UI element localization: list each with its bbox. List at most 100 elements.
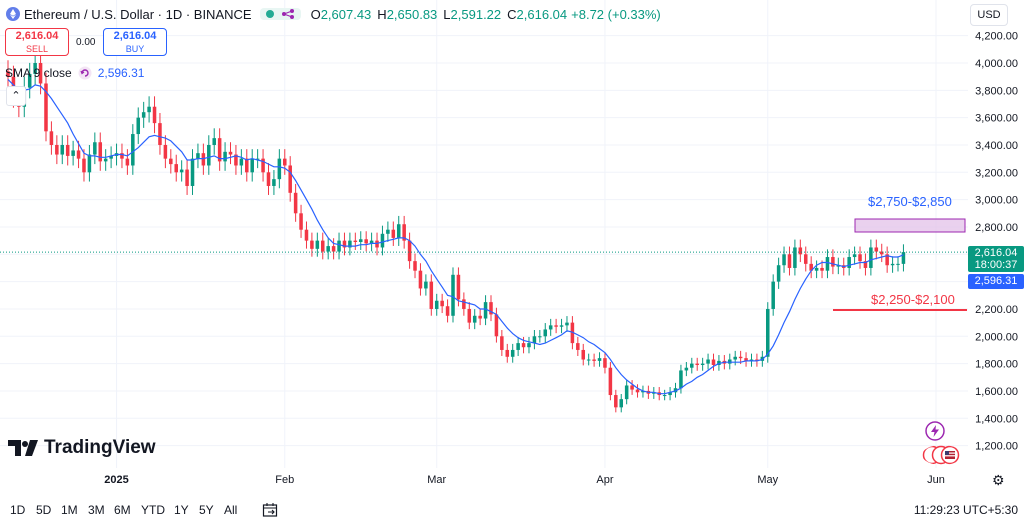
sma-value: 2,596.31	[97, 66, 145, 80]
candle-body	[185, 169, 189, 186]
candle-body	[825, 257, 830, 271]
goto-date-icon[interactable]	[262, 502, 278, 518]
candle-body	[76, 150, 81, 159]
collapse-legend-button[interactable]: ⌃	[6, 86, 26, 106]
candle-body	[391, 229, 396, 238]
candle-body	[662, 395, 667, 397]
candle-body	[158, 123, 162, 145]
candle-body	[559, 325, 564, 327]
economic-events-icon[interactable]	[922, 445, 962, 465]
low-value: 2,591.22	[450, 6, 502, 22]
candle-body	[809, 263, 813, 271]
candle-body	[489, 302, 493, 315]
candles	[6, 51, 906, 413]
bar-countdown: 18:00:37	[974, 259, 1018, 271]
range-ytd-button[interactable]: YTD	[141, 503, 165, 517]
open-value: 2,607.43	[320, 6, 372, 22]
chevron-up-icon: ⌃	[11, 90, 21, 102]
range-all-button[interactable]: All	[224, 503, 238, 517]
candle-body	[776, 265, 781, 282]
candle-body	[652, 392, 656, 394]
candle-body	[364, 239, 368, 244]
time-display[interactable]: 11:29:23 UTC+5:30	[913, 503, 1018, 517]
candle-body	[679, 370, 683, 389]
candle-body	[6, 71, 10, 77]
range-1m-button[interactable]: 1M	[61, 503, 78, 517]
candle-body	[380, 233, 385, 248]
last-price-value: 2,616.04	[974, 247, 1018, 259]
candle-body	[163, 144, 168, 159]
candle-body	[212, 138, 216, 145]
candle-body	[462, 299, 466, 309]
price-zones	[833, 218, 967, 311]
candle-body	[766, 308, 770, 357]
candle-body	[641, 390, 645, 393]
indicator-status[interactable]	[259, 8, 301, 20]
candle-body	[407, 240, 412, 262]
support-zone-label: $2,250-$2,100	[871, 292, 955, 307]
candle-body	[619, 399, 624, 408]
y-tick-label: 2,000.00	[975, 331, 1018, 343]
y-tick-label: 3,400.00	[975, 140, 1018, 152]
resistance-zone	[854, 218, 966, 233]
candle-body	[771, 281, 775, 309]
candle-body	[565, 322, 569, 326]
x-tick-label: May	[757, 474, 778, 486]
candle-body	[93, 142, 97, 155]
lightning-icon[interactable]	[925, 421, 945, 441]
candle-body	[847, 257, 851, 268]
refresh-icon[interactable]	[78, 66, 92, 80]
x-tick-label: Mar	[427, 474, 446, 486]
candle-body	[207, 144, 211, 166]
market-open-dot	[265, 10, 274, 18]
buy-button[interactable]: 2,616.04 BUY	[103, 28, 167, 56]
y-tick-label: 2,800.00	[975, 222, 1018, 234]
sell-button[interactable]: 2,616.04 SELL	[5, 28, 69, 56]
candle-body	[576, 343, 580, 350]
range-5y-button[interactable]: 5Y	[199, 503, 214, 517]
candle-body	[527, 343, 531, 348]
candle-body	[103, 158, 108, 162]
candle-body	[749, 359, 754, 361]
range-6m-button[interactable]: 6M	[114, 503, 131, 517]
symbol-title[interactable]: Ethereum / U.S. Dollar · 1D · BINANCE	[24, 6, 252, 22]
tradingview-logo[interactable]: TradingView	[8, 437, 156, 459]
x-axis: 2025 Feb Mar Apr May Jun	[104, 474, 945, 486]
candle-body	[353, 240, 358, 242]
candle-body	[901, 252, 906, 264]
settings-gear-icon[interactable]: ⚙	[992, 472, 1005, 488]
candle-body	[342, 240, 347, 248]
candle-body	[396, 224, 401, 238]
candle-body	[635, 389, 640, 393]
candle-body	[494, 314, 499, 337]
candle-body	[755, 359, 759, 361]
candle-body	[320, 240, 325, 252]
candle-body	[543, 329, 548, 337]
candle-body	[706, 359, 710, 364]
range-3m-button[interactable]: 3M	[88, 503, 105, 517]
candle-body	[299, 213, 303, 230]
candle-body	[538, 336, 542, 338]
close-value: 2,616.04	[516, 6, 568, 22]
candle-body	[266, 172, 271, 186]
high-label: H	[377, 6, 387, 22]
currency-button[interactable]: USD	[970, 4, 1008, 26]
candle-body	[49, 131, 54, 145]
candle-body	[885, 254, 889, 266]
sma-line	[7, 78, 904, 395]
candle-body	[603, 358, 607, 368]
candle-body	[234, 154, 238, 166]
range-1d-button[interactable]: 1D	[10, 503, 26, 517]
candle-body	[424, 281, 428, 289]
range-5d-button[interactable]: 5D	[36, 503, 52, 517]
candle-body	[690, 363, 694, 368]
candle-body	[196, 153, 200, 159]
candle-body	[375, 240, 379, 248]
range-1y-button[interactable]: 1Y	[174, 503, 189, 517]
sma-legend[interactable]: SMA 9 close 2,596.31	[5, 66, 144, 80]
candle-body	[516, 343, 520, 350]
spread-value: 0.00	[76, 37, 96, 48]
candle-body	[597, 358, 602, 361]
